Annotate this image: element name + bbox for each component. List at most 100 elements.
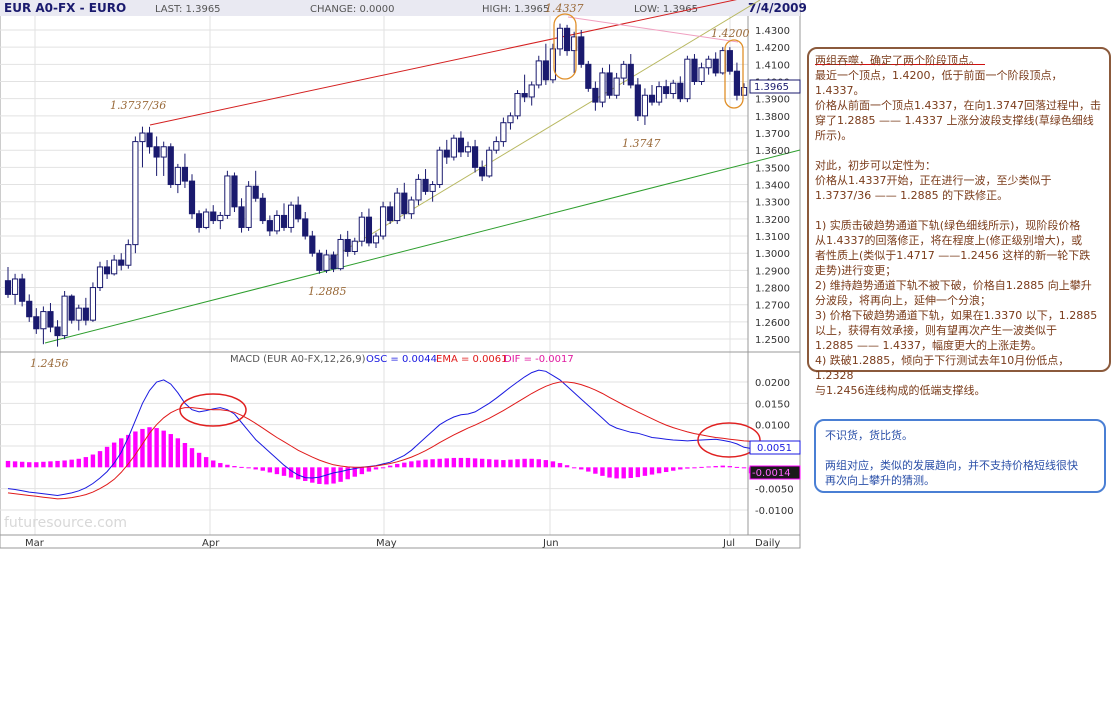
candle xyxy=(457,131,465,158)
macd-histogram-bar xyxy=(331,467,336,484)
candle xyxy=(464,141,472,158)
macd-histogram-bar xyxy=(246,467,251,469)
macd-histogram-bar xyxy=(211,460,216,468)
candle xyxy=(118,253,125,271)
candle xyxy=(627,54,634,89)
macd-histogram-bar xyxy=(253,467,258,470)
candle xyxy=(379,201,387,240)
price-tick-label: 1.2600 xyxy=(755,318,790,329)
note-main-line: 从1.4337的回落修正，将在程度上(修正级别增大)，或 xyxy=(815,234,1083,247)
annotation-1.2456: 1.2456 xyxy=(30,357,69,370)
candle xyxy=(188,174,196,219)
macd-tick-label: -0.0100 xyxy=(755,506,794,517)
macd-histogram-bar xyxy=(5,460,11,468)
candle xyxy=(295,196,302,223)
candle xyxy=(571,31,578,73)
macd-histogram-bar xyxy=(571,467,577,469)
candle xyxy=(68,294,75,324)
macd-histogram-bar xyxy=(366,467,372,472)
macd-marker-blue: 0.0051 xyxy=(757,443,792,454)
macd-histogram-bar xyxy=(104,446,110,468)
candle xyxy=(698,62,705,85)
candle xyxy=(287,201,295,233)
annotation-1.3747: 1.3747 xyxy=(622,137,661,150)
candle xyxy=(316,249,323,274)
macd-histogram-bar xyxy=(203,457,209,468)
price-tick-label: 1.4100 xyxy=(755,60,790,71)
price-tick-label: 1.3900 xyxy=(755,95,790,106)
macd-histogram-bar xyxy=(76,458,81,468)
candle xyxy=(507,112,514,130)
candle xyxy=(542,43,549,85)
candle xyxy=(655,81,663,106)
candle xyxy=(89,282,97,322)
candle xyxy=(26,294,33,322)
engulfing-oval-2 xyxy=(724,39,744,109)
macd-histogram-bar xyxy=(579,467,584,470)
candle xyxy=(167,143,174,188)
macd-histogram-bar xyxy=(168,434,173,468)
macd-histogram-bar xyxy=(720,465,725,468)
macd-histogram-bar xyxy=(352,467,357,477)
note-main-line: 两组吞噬，确定了两个阶段顶点。 xyxy=(815,54,980,67)
annotation-1.4200: 1.4200 xyxy=(711,27,750,40)
red-channel-upper-line xyxy=(149,0,737,126)
date-label: 7/4/2009 xyxy=(748,1,807,15)
macd-histogram-bar xyxy=(536,459,541,468)
macd-histogram-bar xyxy=(62,460,67,468)
candle xyxy=(40,306,47,345)
candle xyxy=(47,303,54,333)
annotation-1.4337: 1.4337 xyxy=(545,2,584,15)
candle xyxy=(613,72,620,99)
macd-histogram-bar xyxy=(557,463,563,468)
macd-histogram-bar xyxy=(34,462,39,468)
note-main-line: 1.2885 —— 1.4337，幅度更大的上涨走势。 xyxy=(815,339,1042,352)
macd-histogram-bar xyxy=(642,467,648,476)
candle xyxy=(358,212,365,247)
candle xyxy=(528,81,535,106)
title-underline xyxy=(815,64,985,65)
macd-dif-label: DIF = -0.0017 xyxy=(504,354,574,365)
macd-histogram-bar xyxy=(727,466,733,468)
note-blue-line xyxy=(825,443,1095,458)
candle xyxy=(4,266,12,298)
macd-histogram-bar xyxy=(635,467,641,478)
macd-histogram-bar xyxy=(218,463,223,468)
macd-histogram-bar xyxy=(656,467,662,474)
macd-histogram-bar xyxy=(487,459,492,468)
high-label: HIGH: 1.3965 xyxy=(482,4,549,15)
macd-histogram-bar xyxy=(295,467,301,480)
note-main-line: 走势)进行变更； xyxy=(815,264,897,277)
note-main-line: 2) 维持趋势通道下轨不被下破，价格自1.2885 向上攀升 xyxy=(815,279,1092,292)
macd-histogram-bar xyxy=(317,467,322,484)
candle xyxy=(174,163,181,194)
macd-histogram-bar xyxy=(479,458,485,468)
candle xyxy=(479,160,486,182)
price-tick-label: 1.3600 xyxy=(755,146,790,157)
macd-histogram-bar xyxy=(494,459,499,468)
candle xyxy=(82,297,89,326)
macd-histogram-bar xyxy=(621,467,626,479)
candle xyxy=(578,30,585,68)
macd-histogram-bar xyxy=(529,458,534,468)
price-tick-label: 1.3400 xyxy=(755,181,790,192)
candle xyxy=(259,193,266,225)
candle xyxy=(61,290,68,340)
macd-histogram-bar xyxy=(90,454,96,468)
candle xyxy=(394,187,401,225)
candle xyxy=(606,64,613,99)
candle xyxy=(266,215,273,237)
price-tick-label: 1.2900 xyxy=(755,266,790,277)
macd-histogram-bar xyxy=(69,459,74,468)
candle xyxy=(344,230,351,257)
macd-histogram-bar xyxy=(501,460,506,468)
candle xyxy=(684,55,691,103)
macd-histogram-bar xyxy=(19,461,25,468)
candle xyxy=(160,141,167,176)
candle xyxy=(450,134,457,161)
candle xyxy=(521,74,528,103)
macd-histogram-bar xyxy=(685,467,690,469)
macd-histogram-bar xyxy=(713,466,718,468)
macd-tick-label: 0.0150 xyxy=(755,399,790,410)
macd-histogram-bar xyxy=(671,467,676,471)
